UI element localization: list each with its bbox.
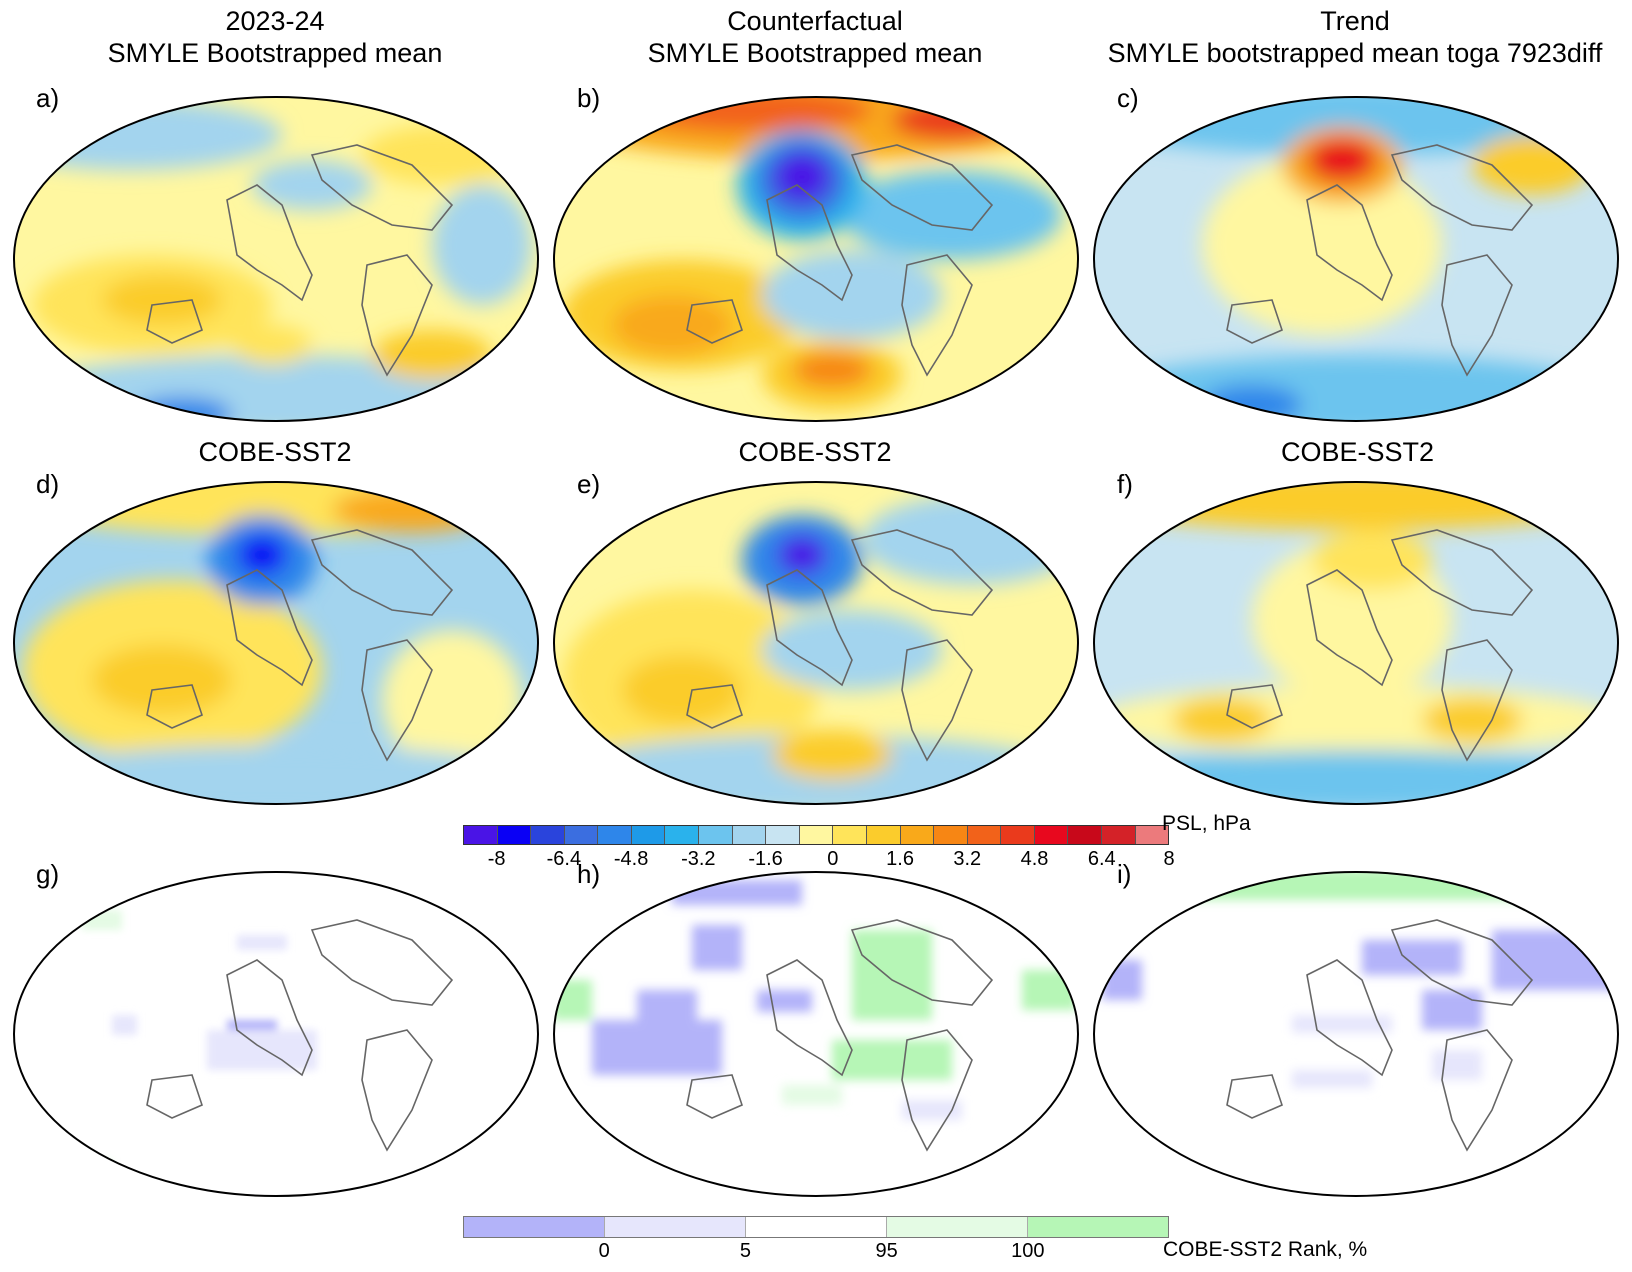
rank-swatch: [605, 1217, 746, 1237]
panel-label-c: c): [1117, 83, 1139, 113]
panel-label-g: g): [36, 859, 60, 889]
psl-swatch: [1034, 826, 1069, 844]
psl-swatch: [665, 826, 700, 844]
title-col-c: Trend SMYLE bootstrapped mean toga 7923d…: [1080, 5, 1630, 69]
map-panel-h: [553, 871, 1079, 1197]
psl-tick-label: -4.8: [613, 848, 649, 870]
title-panel-f: COBE-SST2: [1280, 437, 1435, 467]
rank-swatch: [887, 1217, 1028, 1237]
title-panel-d: COBE-SST2: [198, 437, 352, 467]
psl-swatch: [967, 826, 1002, 844]
rank-colorbar: [463, 1216, 1169, 1238]
rank-tick-label: 5: [739, 1240, 751, 1262]
psl-swatch: [598, 826, 632, 844]
psl-tick-label: 4.8: [1020, 848, 1049, 870]
map-panel-i: [1093, 871, 1619, 1197]
map-panel-d: [13, 481, 539, 805]
rank-swatch: [1028, 1217, 1168, 1237]
rank-tick-label: 0: [598, 1240, 610, 1262]
title-col-a: 2023-24 SMYLE Bootstrapped mean: [15, 5, 535, 69]
panel-label-d: d): [36, 469, 60, 499]
psl-swatch: [900, 826, 935, 844]
psl-swatch: [1001, 826, 1035, 844]
psl-tick-label: -1.6: [748, 848, 783, 870]
psl-swatch: [934, 826, 968, 844]
psl-swatch: [531, 826, 565, 844]
psl-swatch: [1068, 826, 1102, 844]
psl-tick-label: 8: [1163, 848, 1175, 870]
psl-swatch: [732, 826, 767, 844]
panel-label-a: a): [36, 83, 60, 113]
panel-label-f: f): [1117, 469, 1133, 499]
psl-swatch: [631, 826, 666, 844]
psl-colorbar: [463, 825, 1169, 845]
title-c-line1: Trend: [1320, 6, 1390, 36]
psl-tick-label: 6.4: [1087, 848, 1116, 870]
title-panel-e: COBE-SST2: [738, 437, 892, 467]
psl-tick-label: -8: [487, 848, 506, 870]
map-panel-a: [13, 96, 539, 422]
rank-tick-label: 100: [1011, 1240, 1045, 1262]
psl-tick-label: 3.2: [953, 848, 982, 870]
panel-label-e: e): [577, 469, 601, 499]
title-c-line2: SMYLE bootstrapped mean toga 7923diff: [1107, 38, 1603, 68]
title-b-line2: SMYLE Bootstrapped mean: [647, 38, 983, 68]
map-panel-f: [1093, 481, 1619, 805]
psl-swatch: [799, 826, 834, 844]
psl-swatch: [1101, 826, 1136, 844]
psl-tick-label: -3.2: [681, 848, 716, 870]
map-panel-e: [553, 481, 1079, 805]
title-b-line1: Counterfactual: [727, 6, 903, 36]
psl-swatch: [699, 826, 733, 844]
psl-swatch: [833, 826, 867, 844]
psl-swatch: [497, 826, 532, 844]
panel-label-i: i): [1117, 859, 1132, 889]
rank-colorbar-title: COBE-SST2 Rank, %: [1163, 1238, 1368, 1261]
psl-colorbar-title: PSL, hPa: [1162, 812, 1251, 835]
title-col-b: Counterfactual SMYLE Bootstrapped mean: [555, 5, 1075, 69]
map-panel-b: [553, 96, 1079, 422]
psl-swatch: [464, 826, 498, 844]
psl-swatch: [766, 826, 800, 844]
rank-tick-label: 95: [875, 1240, 898, 1262]
rank-swatch: [464, 1217, 605, 1237]
title-a-line2: SMYLE Bootstrapped mean: [107, 38, 443, 68]
psl-swatch: [1135, 826, 1169, 844]
psl-swatch: [866, 826, 901, 844]
psl-tick-label: 1.6: [886, 848, 914, 870]
panel-label-h: h): [577, 859, 601, 889]
map-panel-c: [1093, 96, 1619, 422]
panel-label-b: b): [577, 83, 601, 113]
psl-tick-label: -6.4: [546, 848, 582, 870]
rank-swatch: [746, 1217, 887, 1237]
psl-swatch: [564, 826, 599, 844]
map-panel-g: [13, 871, 539, 1197]
title-a-line1: 2023-24: [225, 6, 325, 36]
psl-tick-label: 0: [827, 848, 839, 870]
